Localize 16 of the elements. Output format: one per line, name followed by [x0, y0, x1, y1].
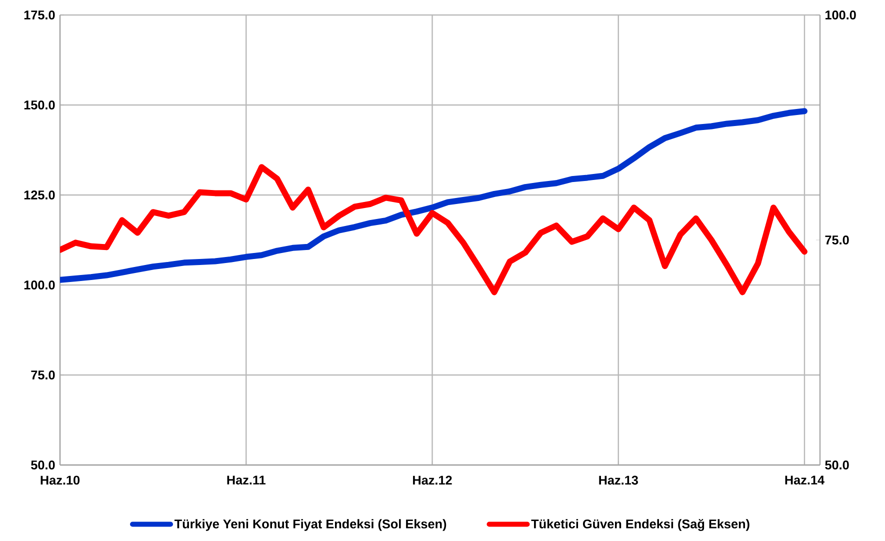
legend-label: Türkiye Yeni Konut Fiyat Endeksi (Sol Eksen) [174, 519, 446, 531]
y2-tick-label: 50.0 [825, 460, 849, 470]
x-tick-label: Haz.12 [413, 476, 452, 485]
y2-tick-label: 100.0 [826, 10, 856, 20]
y-tick-label: 50.0 [31, 460, 55, 470]
legend-label: Tüketici Güven Endeksi (Sağ Eksen) [531, 518, 750, 531]
y-tick-label: 75.0 [31, 370, 55, 380]
x-tick-label: Haz.10 [40, 476, 80, 485]
y-tick-label: 125.0 [24, 190, 55, 200]
y-tick-label: 100.0 [24, 280, 55, 290]
y-tick-label: 150.0 [24, 100, 55, 110]
x-tick-label: Haz.13 [599, 476, 638, 485]
y2-tick-label: 75.0 [825, 236, 849, 244]
x-tick-label: Haz.11 [227, 476, 266, 485]
y-tick-label: 175.0 [24, 10, 55, 20]
x-tick-label: Haz.14 [785, 476, 824, 485]
